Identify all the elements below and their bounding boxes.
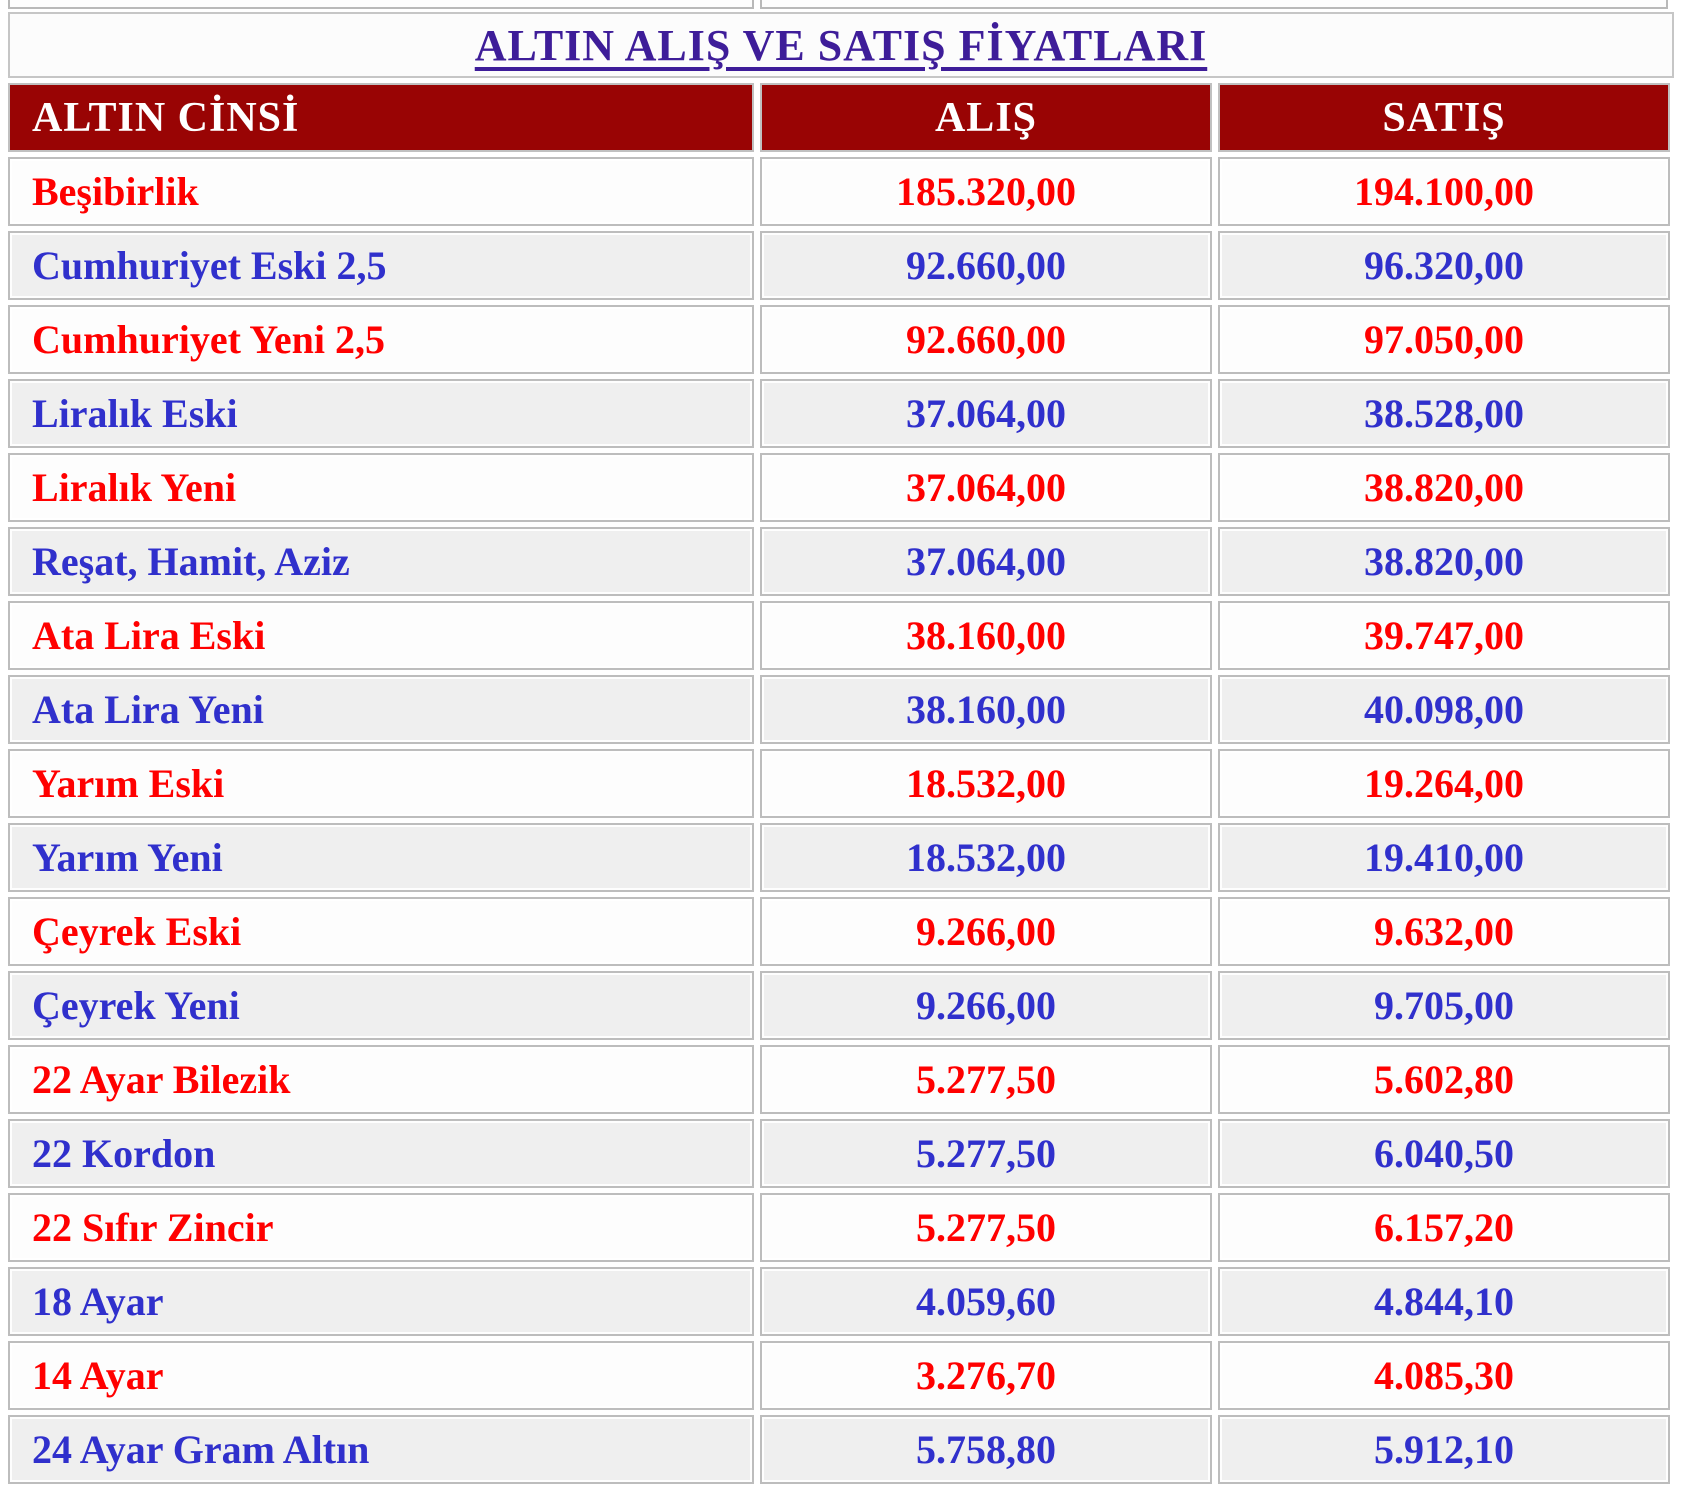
sell-price-cell: 39.747,00: [1218, 601, 1670, 670]
buy-price-cell: 9.266,00: [760, 897, 1212, 966]
sell-price-cell: 38.528,00: [1218, 379, 1670, 448]
sell-price-cell: 5.912,10: [1218, 1415, 1670, 1484]
gold-type-cell: 14 Ayar: [8, 1341, 754, 1410]
buy-price-cell: 92.660,00: [760, 231, 1212, 300]
sell-price-cell: 97.050,00: [1218, 305, 1670, 374]
column-header-gold-type: ALTIN CİNSİ: [8, 83, 754, 152]
sell-price-cell: 38.820,00: [1218, 453, 1670, 522]
column-header-sell: SATIŞ: [1218, 83, 1670, 152]
gold-type-cell: Liralık Eski: [8, 379, 754, 448]
sell-price-cell: 96.320,00: [1218, 231, 1670, 300]
column-header-buy: ALIŞ: [760, 83, 1212, 152]
sell-price-cell: 38.820,00: [1218, 527, 1670, 596]
buy-price-cell: 18.532,00: [760, 749, 1212, 818]
previous-table-cell-fragment: [8, 0, 754, 9]
page-title-link[interactable]: ALTIN ALIŞ VE SATIŞ FİYATLARI: [474, 20, 1208, 70]
buy-price-cell: 37.064,00: [760, 527, 1212, 596]
buy-price-cell: 37.064,00: [760, 379, 1212, 448]
gold-type-cell: Beşibirlik: [8, 157, 754, 226]
buy-price-cell: 185.320,00: [760, 157, 1212, 226]
sell-price-cell: 19.410,00: [1218, 823, 1670, 892]
sell-price-cell: 5.602,80: [1218, 1045, 1670, 1114]
gold-type-cell: 18 Ayar: [8, 1267, 754, 1336]
buy-price-cell: 37.064,00: [760, 453, 1212, 522]
gold-type-cell: Yarım Yeni: [8, 823, 754, 892]
buy-price-cell: 3.276,70: [760, 1341, 1212, 1410]
gold-type-cell: Cumhuriyet Eski 2,5: [8, 231, 754, 300]
buy-price-cell: 5.277,50: [760, 1119, 1212, 1188]
sell-price-cell: 19.264,00: [1218, 749, 1670, 818]
sell-price-cell: 6.157,20: [1218, 1193, 1670, 1262]
sell-price-cell: 194.100,00: [1218, 157, 1670, 226]
gold-type-cell: Yarım Eski: [8, 749, 754, 818]
previous-table-cell-fragment: [760, 0, 1668, 9]
sell-price-cell: 9.705,00: [1218, 971, 1670, 1040]
gold-type-cell: Ata Lira Yeni: [8, 675, 754, 744]
gold-type-cell: Liralık Yeni: [8, 453, 754, 522]
buy-price-cell: 5.758,80: [760, 1415, 1212, 1484]
sell-price-cell: 4.085,30: [1218, 1341, 1670, 1410]
gold-type-cell: 22 Ayar Bilezik: [8, 1045, 754, 1114]
sell-price-cell: 4.844,10: [1218, 1267, 1670, 1336]
gold-type-cell: Cumhuriyet Yeni 2,5: [8, 305, 754, 374]
gold-price-table: ALTIN CİNSİ ALIŞ SATIŞ Beşibirlik 185.32…: [8, 83, 1674, 1484]
sell-price-cell: 6.040,50: [1218, 1119, 1670, 1188]
buy-price-cell: 5.277,50: [760, 1193, 1212, 1262]
sell-price-cell: 9.632,00: [1218, 897, 1670, 966]
buy-price-cell: 4.059,60: [760, 1267, 1212, 1336]
sell-price-cell: 40.098,00: [1218, 675, 1670, 744]
buy-price-cell: 18.532,00: [760, 823, 1212, 892]
gold-type-cell: 22 Kordon: [8, 1119, 754, 1188]
buy-price-cell: 38.160,00: [760, 601, 1212, 670]
buy-price-cell: 38.160,00: [760, 675, 1212, 744]
gold-type-cell: Ata Lira Eski: [8, 601, 754, 670]
gold-type-cell: Çeyrek Yeni: [8, 971, 754, 1040]
buy-price-cell: 92.660,00: [760, 305, 1212, 374]
buy-price-cell: 9.266,00: [760, 971, 1212, 1040]
gold-type-cell: 24 Ayar Gram Altın: [8, 1415, 754, 1484]
title-bar: ALTIN ALIŞ VE SATIŞ FİYATLARI: [8, 12, 1674, 78]
gold-type-cell: Reşat, Hamit, Aziz: [8, 527, 754, 596]
gold-type-cell: 22 Sıfır Zincir: [8, 1193, 754, 1262]
gold-type-cell: Çeyrek Eski: [8, 897, 754, 966]
buy-price-cell: 5.277,50: [760, 1045, 1212, 1114]
previous-table-bottom-edge: [8, 0, 1674, 9]
